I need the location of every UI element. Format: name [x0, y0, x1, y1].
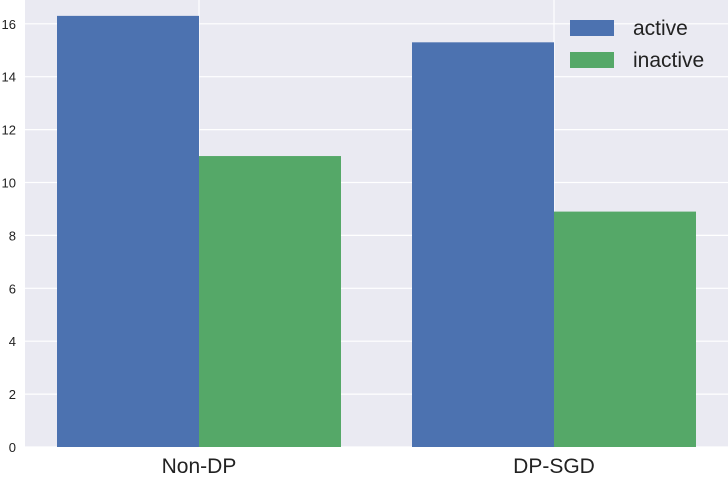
bar-active-non-dp [57, 15, 199, 448]
bar-inactive-dp-sgd [554, 211, 696, 447]
legend-label-active: active [633, 17, 688, 40]
x-tick-label: Non-DP [162, 455, 237, 478]
y-tick-label: 6 [9, 281, 16, 296]
legend-swatch-active [570, 20, 614, 36]
legend: active inactive [570, 17, 704, 72]
y-tick-label: 12 [2, 123, 16, 138]
bar-inactive-non-dp [199, 156, 341, 447]
bar-active-dp-sgd [412, 42, 554, 448]
y-tick-label: 4 [9, 334, 16, 349]
bars [57, 15, 696, 448]
x-axis-ticks: Non-DP DP-SGD [162, 455, 595, 478]
y-axis-ticks: 0 2 4 6 8 10 12 14 16 [2, 17, 16, 455]
y-tick-label: 2 [9, 387, 16, 402]
y-tick-label: 14 [2, 70, 16, 85]
y-tick-label: 8 [9, 228, 16, 243]
legend-swatch-inactive [570, 52, 614, 68]
x-tick-label: DP-SGD [513, 455, 595, 478]
y-tick-label: 0 [9, 440, 16, 455]
legend-label-inactive: inactive [633, 49, 704, 72]
y-tick-label: 16 [2, 17, 16, 32]
y-tick-label: 10 [2, 176, 16, 191]
